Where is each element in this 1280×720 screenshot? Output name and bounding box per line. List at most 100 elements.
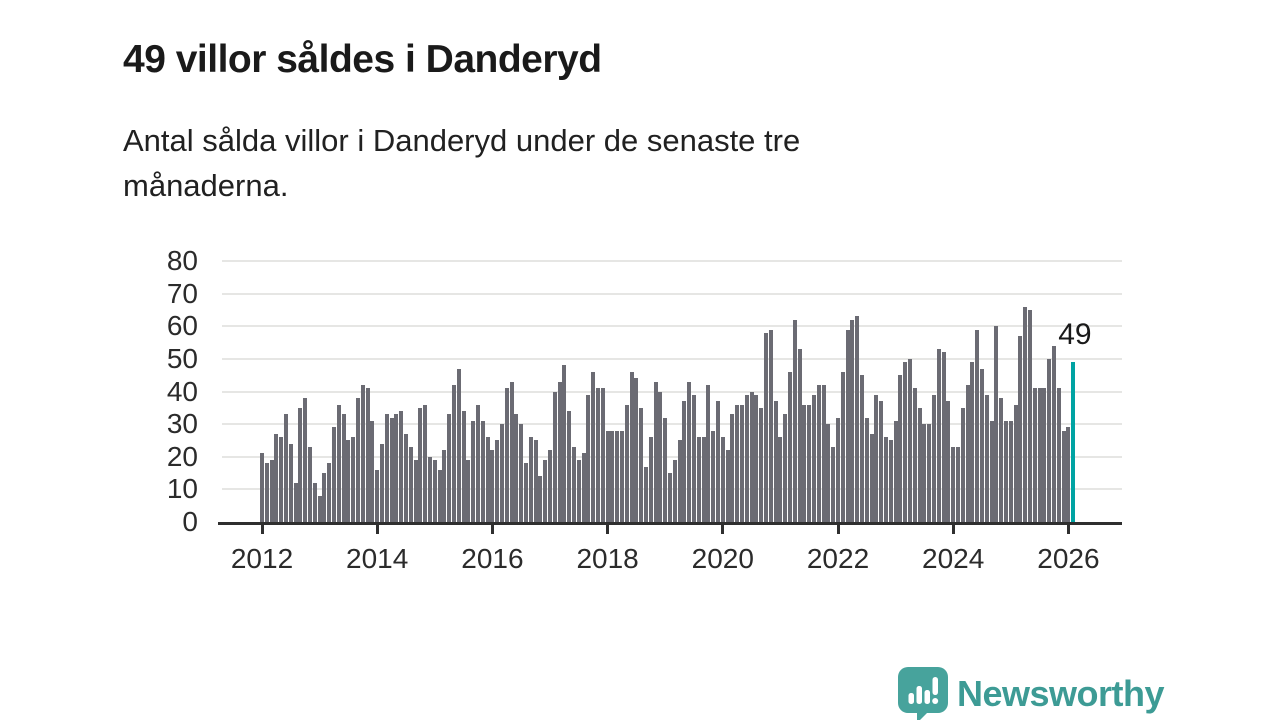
bar	[1023, 306, 1028, 522]
y-tick-label-80: 80	[166, 245, 198, 276]
x-tick-label-2018: 2018	[576, 543, 639, 574]
bar	[308, 446, 312, 522]
x-tick-mark-2018	[606, 525, 610, 534]
bar	[884, 437, 888, 522]
bar	[576, 460, 581, 522]
bar	[855, 316, 860, 522]
bar	[408, 446, 413, 522]
brand-name: Newsworthy	[957, 673, 1165, 714]
bar	[989, 420, 994, 522]
bar	[423, 404, 428, 522]
bar	[869, 433, 874, 522]
bar	[312, 482, 317, 522]
bar	[802, 404, 807, 522]
x-tick-mark-2014	[375, 525, 379, 534]
bar	[716, 401, 720, 522]
bar	[437, 469, 442, 522]
bar	[288, 443, 293, 522]
bar	[864, 417, 869, 522]
bar	[984, 394, 989, 522]
bar	[956, 446, 960, 522]
bar	[744, 394, 749, 522]
x-tick-mark-2024	[951, 525, 955, 534]
bar	[807, 404, 812, 522]
bar	[605, 430, 610, 522]
bar	[600, 388, 605, 522]
gridline-70	[222, 292, 1122, 295]
bar	[951, 446, 956, 522]
bar	[581, 453, 586, 522]
highlighted-bar-latest	[1071, 362, 1076, 522]
bar	[471, 420, 476, 522]
bar	[298, 407, 303, 522]
bar	[610, 430, 615, 522]
bar	[552, 391, 557, 522]
bar	[879, 401, 884, 522]
bar	[1013, 404, 1018, 522]
bar	[528, 437, 533, 522]
y-tick-label-50: 50	[166, 342, 198, 374]
bar	[514, 414, 519, 522]
bar	[893, 420, 898, 522]
chart-lede: Antal sålda villor i Danderyd under de s…	[123, 118, 800, 208]
bar	[456, 368, 461, 522]
bar	[413, 460, 418, 522]
x-tick-label-2014: 2014	[346, 543, 409, 574]
bar	[327, 463, 332, 522]
x-tick-label-2016: 2016	[461, 543, 524, 574]
x-tick-label-2020: 2020	[691, 543, 754, 574]
gridline-80	[222, 260, 1122, 262]
x-tick-label-2026: 2026	[1037, 543, 1100, 574]
bar	[480, 420, 485, 522]
bar	[687, 381, 692, 522]
bar	[672, 460, 677, 522]
bar	[620, 430, 624, 522]
bar	[461, 411, 466, 522]
bar	[336, 404, 341, 522]
logo-bar-2	[916, 686, 922, 704]
bar	[557, 381, 562, 522]
bar	[317, 495, 322, 522]
bar	[898, 375, 903, 522]
bar	[500, 424, 504, 522]
bar	[293, 482, 298, 522]
bar	[399, 411, 404, 522]
bar	[284, 414, 288, 522]
y-tick-label-60: 60	[166, 310, 198, 342]
gridline-10	[222, 488, 1122, 491]
x-tick-label-2024: 2024	[922, 543, 985, 574]
bar	[586, 394, 591, 522]
bar	[360, 384, 365, 522]
bar	[341, 414, 346, 522]
bar	[351, 437, 356, 522]
logo-bar-1	[908, 693, 914, 704]
bar	[816, 384, 821, 522]
bar	[922, 424, 927, 522]
bar	[543, 460, 548, 522]
bar	[696, 437, 701, 522]
x-tick-label-2012: 2012	[230, 543, 294, 574]
bar	[404, 433, 408, 522]
bar	[533, 440, 538, 522]
newsworthy-logo-icon	[898, 667, 948, 720]
bar	[356, 398, 360, 522]
bar	[836, 417, 840, 522]
gridline-50	[222, 357, 1122, 360]
bar	[375, 469, 380, 522]
bar	[653, 381, 658, 522]
bar	[639, 407, 644, 522]
gridline-30	[222, 423, 1122, 426]
bar	[648, 437, 653, 522]
bar	[788, 371, 792, 522]
bar	[975, 329, 980, 522]
lede-line-1: Antal sålda villor i Danderyd under de s…	[123, 123, 801, 158]
bar	[524, 463, 528, 522]
bar	[980, 368, 984, 522]
bar	[682, 401, 687, 522]
y-tick-label-20: 20	[166, 440, 198, 472]
bar	[1066, 427, 1071, 522]
bar	[730, 414, 735, 522]
bar	[572, 446, 576, 522]
y-tick-label-40: 40	[166, 375, 198, 407]
bar	[768, 329, 773, 522]
